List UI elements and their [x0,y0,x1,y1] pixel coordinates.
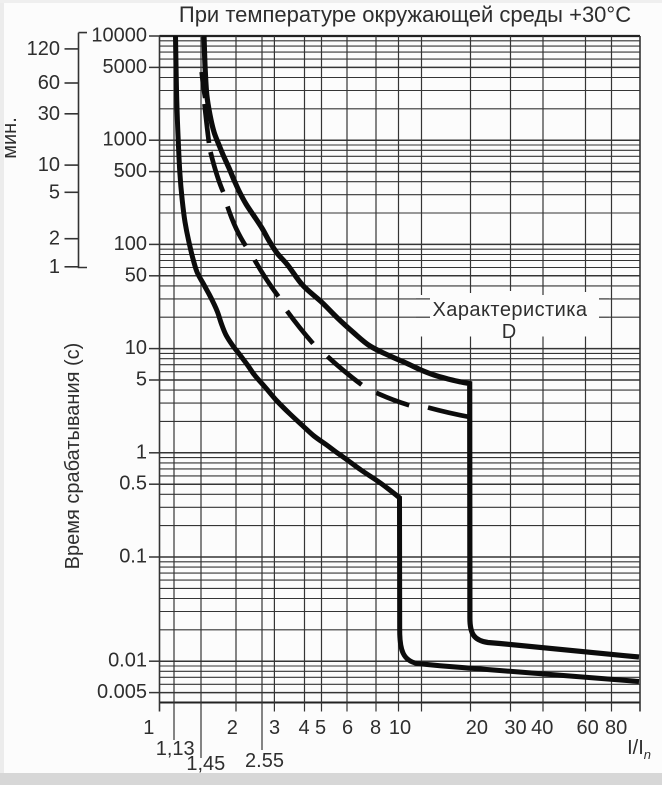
svg-text:Характеристика: Характеристика [433,299,588,321]
svg-text:1,45: 1,45 [186,753,225,775]
svg-text:1: 1 [143,717,154,739]
svg-text:3: 3 [269,717,280,739]
svg-text:30: 30 [504,717,526,739]
svg-text:0.1: 0.1 [119,546,147,568]
svg-text:D: D [502,321,516,343]
svg-text:6: 6 [342,717,353,739]
svg-text:10: 10 [389,717,411,739]
svg-text:500: 500 [114,160,147,182]
svg-text:1: 1 [49,256,60,278]
svg-text:4: 4 [298,717,309,739]
svg-text:5: 5 [315,717,326,739]
svg-text:1000: 1000 [103,129,148,151]
svg-text:120: 120 [27,38,60,60]
svg-text:2: 2 [49,228,60,250]
svg-text:1: 1 [136,441,147,463]
svg-text:мин.: мин. [0,117,21,159]
svg-text:10000: 10000 [91,25,147,47]
svg-text:0.5: 0.5 [119,473,147,495]
svg-text:10: 10 [38,154,60,176]
svg-text:40: 40 [531,717,553,739]
svg-text:1,13: 1,13 [156,738,195,760]
svg-text:Время срабатывания (с): Время срабатывания (с) [62,343,84,570]
svg-text:0.005: 0.005 [97,681,147,703]
svg-text:10: 10 [125,337,147,359]
svg-text:30: 30 [38,103,60,125]
svg-text:20: 20 [466,717,488,739]
svg-text:0.01: 0.01 [108,650,147,672]
svg-text:5000: 5000 [103,56,148,78]
svg-text:60: 60 [576,717,598,739]
svg-text:50: 50 [125,264,147,286]
svg-text:8: 8 [370,717,381,739]
svg-text:2.55: 2.55 [245,750,284,772]
svg-text:5: 5 [49,181,60,203]
svg-text:5: 5 [136,368,147,390]
svg-text:При температуре окружающей сре: При температуре окружающей среды +30°C [179,2,631,27]
svg-text:2: 2 [227,717,238,739]
svg-text:80: 80 [605,717,627,739]
svg-text:100: 100 [114,233,147,255]
svg-text:60: 60 [38,72,60,94]
